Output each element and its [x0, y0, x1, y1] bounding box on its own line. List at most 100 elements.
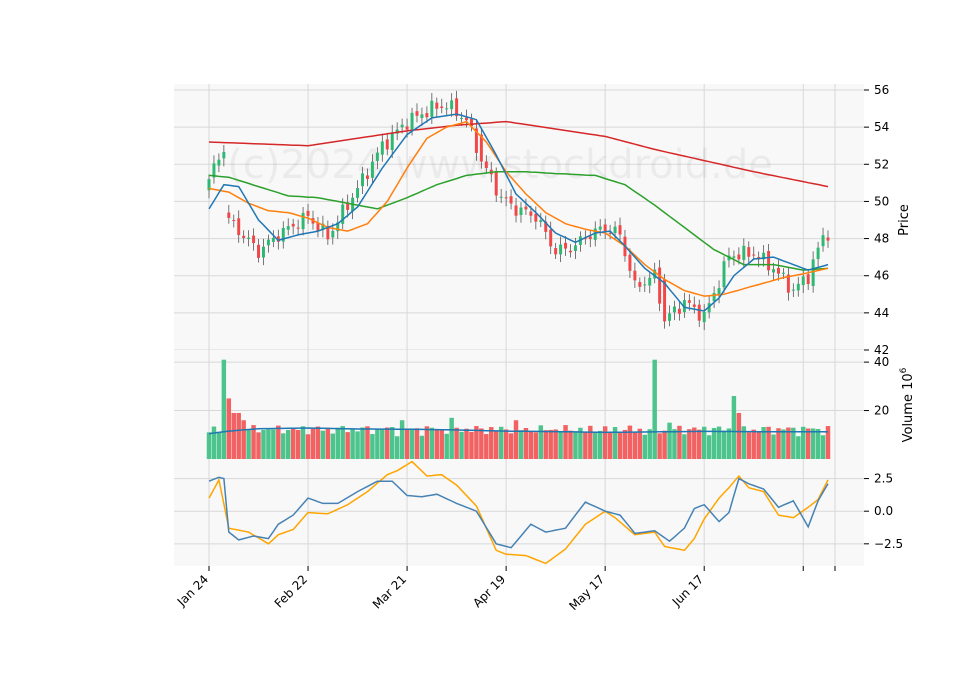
price-tick-label: 48: [874, 232, 889, 246]
volume-bar: [355, 431, 360, 459]
volume-bar: [286, 429, 291, 459]
volume-bar: [637, 428, 643, 459]
candle-body: [811, 259, 815, 286]
x-tick-label: Mar 21: [370, 572, 409, 611]
volume-bar: [300, 426, 306, 459]
volume-bar: [484, 434, 489, 459]
candle-body: [519, 207, 523, 215]
candle-body: [732, 256, 736, 258]
candle-body: [286, 226, 290, 230]
volume-bar: [761, 427, 766, 459]
x-tick-label: Jun 17: [669, 572, 706, 609]
candle-body: [440, 106, 444, 109]
candle-body: [534, 213, 538, 222]
volume-bar: [449, 417, 454, 459]
volume-bar: [815, 428, 821, 459]
volume-bar: [741, 426, 747, 459]
candle-body: [608, 232, 612, 234]
volume-bar: [701, 426, 707, 459]
candle-body: [722, 261, 726, 288]
volume-bar: [612, 427, 618, 459]
volume-bar: [751, 429, 756, 459]
volume-bar: [711, 427, 717, 459]
volume-bar: [365, 426, 370, 459]
candle-body: [618, 225, 622, 235]
volume-bar: [632, 432, 638, 459]
volume-bar: [404, 428, 410, 459]
volume-bar: [251, 425, 256, 459]
volume-bar: [682, 434, 687, 459]
candle-body: [341, 204, 345, 224]
candle-body: [257, 244, 261, 258]
x-tick-label: Apr 19: [470, 572, 508, 610]
candle-body: [266, 239, 270, 246]
volume-bar: [593, 431, 598, 459]
x-tick-label: May 17: [566, 572, 607, 613]
volume-bar: [766, 426, 771, 459]
price-panel: 42 44 46 48 50 52 54 56 (c)2024 www.stockdroid.d…: [174, 83, 912, 357]
volume-bar: [315, 426, 321, 459]
volume-bar: [261, 429, 266, 459]
volume-bar: [429, 427, 435, 459]
volume-bar: [523, 427, 529, 459]
candle-body: [653, 269, 657, 279]
volume-bar: [736, 412, 742, 459]
ma-longest-line: [208, 120, 829, 188]
candle-body: [658, 267, 662, 304]
candle-body: [643, 284, 647, 286]
oscillator-panel: 2.5 0.0 −2.5: [174, 459, 903, 566]
candle-body: [212, 163, 216, 178]
candle-body: [673, 306, 676, 313]
volume-bar: [771, 434, 776, 459]
volume-bar: [454, 427, 459, 459]
volume-tick-label: 40: [874, 355, 889, 369]
candle-body: [504, 197, 508, 199]
volume-bar: [667, 422, 672, 459]
volume-bar: [503, 429, 509, 459]
volume-bar: [583, 431, 588, 459]
candle-body: [544, 221, 548, 232]
candle-body: [252, 235, 256, 244]
volume-bar: [558, 431, 563, 459]
volume-bar: [469, 431, 474, 459]
volume-bar: [389, 427, 395, 459]
candle-body: [479, 134, 483, 162]
price-tick-label: 44: [874, 306, 889, 320]
volume-bar: [756, 431, 761, 459]
candle-body: [633, 270, 637, 281]
ma-mid-line: [208, 120, 829, 297]
volume-bar: [414, 428, 420, 459]
volume-average-line: [208, 427, 829, 435]
watermark: (c)2024 www.stockdroid.de: [227, 142, 773, 188]
price-axis-label: Price: [897, 204, 912, 236]
candle-body: [747, 247, 751, 257]
candle-body: [539, 220, 543, 223]
candle-body: [390, 132, 394, 150]
volume-bar: [241, 420, 246, 459]
volume-bar: [825, 426, 831, 459]
volume-bar: [553, 429, 558, 459]
oscillator-line-b: [208, 460, 829, 565]
candle-body: [767, 251, 771, 271]
candle-body: [405, 126, 409, 130]
volume-bar: [697, 429, 702, 459]
candle-body: [524, 206, 528, 210]
candle-body: [460, 118, 464, 120]
candle-body: [772, 269, 776, 273]
candle-body: [806, 274, 810, 285]
volume-bar: [498, 426, 504, 459]
candle-body: [336, 222, 340, 232]
candle-body: [222, 152, 226, 159]
price-tick-label: 42: [874, 343, 889, 357]
candle-body: [494, 172, 498, 196]
candle-body: [752, 254, 756, 256]
candle-body: [529, 211, 533, 216]
candle-body: [677, 308, 681, 314]
volume-bar: [687, 429, 692, 459]
candle-body: [321, 223, 325, 230]
volume-bar: [588, 425, 593, 459]
oscillator-tick-label: −2.5: [874, 537, 903, 551]
candle-body: [281, 227, 285, 242]
volume-bar: [226, 398, 232, 459]
